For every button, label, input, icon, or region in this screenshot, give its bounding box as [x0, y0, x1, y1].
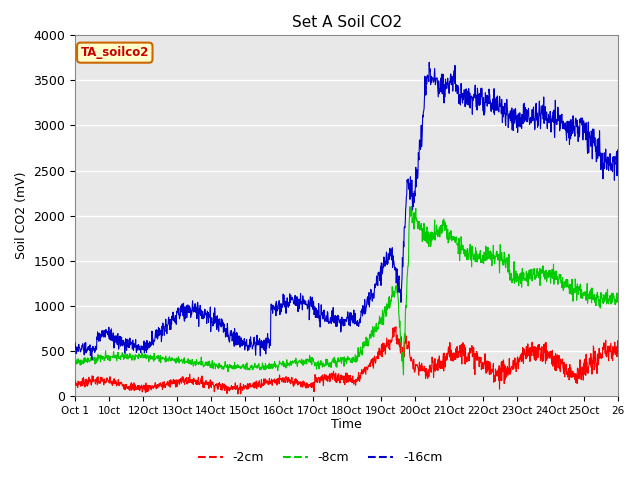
Title: Set A Soil CO2: Set A Soil CO2: [292, 15, 402, 30]
X-axis label: Time: Time: [332, 419, 362, 432]
Text: TA_soilco2: TA_soilco2: [81, 46, 149, 59]
Legend: -2cm, -8cm, -16cm: -2cm, -8cm, -16cm: [193, 446, 447, 469]
Y-axis label: Soil CO2 (mV): Soil CO2 (mV): [15, 172, 28, 259]
